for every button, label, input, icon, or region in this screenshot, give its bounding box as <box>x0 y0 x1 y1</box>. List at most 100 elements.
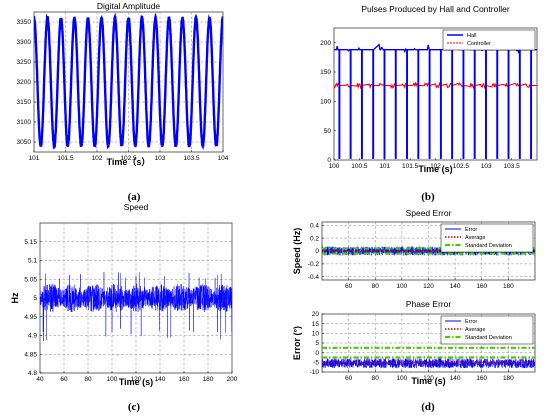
x-tick-label: 103 <box>481 163 492 170</box>
y-tick-label: 20 <box>312 311 320 318</box>
x-tick-label: 80 <box>372 375 380 382</box>
legend: Hall Controller <box>442 29 536 51</box>
x-tick-label: 103.5 <box>183 155 200 162</box>
y-tick-label: 5 <box>33 295 37 302</box>
chart-title: Digital Amplitude <box>97 1 161 11</box>
figure-caption: (b) <box>421 191 435 203</box>
y-tick-label: 5.1 <box>28 258 37 265</box>
x-tick-label: 140 <box>450 283 461 290</box>
y-tick-label: 3150 <box>17 99 32 106</box>
y-tick-label: 50 <box>324 128 332 135</box>
chart-title: Pulses Produced by Hall and Controller <box>361 4 510 14</box>
x-tick-label: 180 <box>503 375 514 382</box>
y-tick-label: 0 <box>315 350 319 357</box>
x-axis-label: Time (s) <box>119 377 153 387</box>
legend-label: Average <box>465 235 485 241</box>
y-tick-label: 4.9 <box>28 333 37 340</box>
y-axis-label: Speed (Hz) <box>292 228 302 275</box>
y-tick-label: 3300 <box>17 39 32 46</box>
series-line <box>40 272 232 342</box>
y-tick-label: 100 <box>320 99 331 106</box>
y-tick-label: 4.8 <box>28 370 37 377</box>
x-tick-label: 100.5 <box>351 163 368 170</box>
legend-label: Error <box>465 227 477 233</box>
y-tick-label: 5 <box>315 340 319 347</box>
x-tick-label: 140 <box>450 375 461 382</box>
y-tick-label: 150 <box>320 69 331 76</box>
y-tick-label: 5.05 <box>24 276 37 283</box>
figure-caption: (d) <box>421 401 435 413</box>
x-tick-label: 60 <box>345 375 353 382</box>
legend-label: Average <box>465 327 485 333</box>
x-axis-label: Time (s) <box>418 164 452 174</box>
figure-caption: (c) <box>128 401 141 413</box>
x-tick-label: 120 <box>131 376 142 383</box>
chart-title: Phase Error <box>406 299 452 309</box>
y-axis-label: Hz <box>10 292 20 303</box>
y-axis-label: Error (°) <box>292 326 302 360</box>
x-tick-label: 101.5 <box>57 155 74 162</box>
x-tick-label: 140 <box>155 376 166 383</box>
figure-caption: (a) <box>128 191 141 203</box>
legend: Error Average Standard Deviation <box>440 223 534 253</box>
y-tick-label: -10 <box>310 369 320 376</box>
x-tick-label: 120 <box>423 283 434 290</box>
x-tick-label: 103 <box>155 155 166 162</box>
legend-label: Controller <box>467 41 491 47</box>
y-tick-label: 10 <box>312 331 320 338</box>
y-tick-label: 3250 <box>17 59 32 66</box>
x-tick-label: 100 <box>396 283 407 290</box>
x-tick-label: 160 <box>476 375 487 382</box>
x-tick-label: 102.5 <box>120 155 137 162</box>
x-tick-label: 200 <box>227 376 238 383</box>
x-tick-label: 160 <box>476 283 487 290</box>
x-tick-label: 160 <box>179 376 190 383</box>
y-tick-label: 15 <box>312 321 320 328</box>
chart-title: Speed Error <box>406 208 452 218</box>
x-tick-label: 102 <box>92 155 103 162</box>
x-tick-label: 101 <box>29 155 40 162</box>
chart-title: Speed <box>124 202 149 212</box>
x-tick-label: 101 <box>379 163 390 170</box>
x-tick-label: 80 <box>84 376 92 383</box>
x-tick-label: 60 <box>60 376 68 383</box>
x-tick-label: 104 <box>218 155 229 162</box>
series-line <box>34 12 223 150</box>
y-tick-label: 4.85 <box>24 351 37 358</box>
x-tick-label: 120 <box>423 375 434 382</box>
x-tick-label: 103.5 <box>503 163 520 170</box>
y-tick-label: 0 <box>327 157 331 164</box>
legend-label: Standard Deviation <box>465 335 512 341</box>
y-tick-label: 0.4 <box>310 222 319 229</box>
y-tick-label: -0.2 <box>308 261 320 268</box>
y-tick-label: 3100 <box>17 119 32 126</box>
x-tick-label: 60 <box>345 283 353 290</box>
x-tick-label: 102 <box>430 163 441 170</box>
y-tick-label: 0.2 <box>310 235 319 242</box>
x-axis-label: Time（s） <box>107 157 151 167</box>
series-controller-line <box>334 81 537 159</box>
x-tick-label: 100 <box>329 163 340 170</box>
x-tick-label: 180 <box>503 283 514 290</box>
legend-label: Error <box>465 319 477 325</box>
y-tick-label: 3350 <box>17 19 32 26</box>
x-tick-label: 102.5 <box>453 163 470 170</box>
y-tick-label: 3200 <box>17 79 32 86</box>
y-tick-label: 0 <box>315 248 319 255</box>
legend-label: Standard Deviation <box>465 243 512 249</box>
y-tick-label: 5.15 <box>24 239 37 246</box>
y-tick-label: -0.4 <box>308 274 320 281</box>
x-tick-label: 100 <box>107 376 118 383</box>
x-tick-label: 40 <box>36 376 44 383</box>
y-tick-label: 3050 <box>17 139 32 146</box>
legend-label: Hall <box>467 33 476 39</box>
y-tick-label: -5 <box>313 360 319 367</box>
y-tick-label: 200 <box>320 40 331 47</box>
x-tick-label: 100 <box>396 375 407 382</box>
legend: Error Average Standard Deviation <box>440 315 534 345</box>
x-tick-label: 180 <box>203 376 214 383</box>
x-tick-label: 101.5 <box>402 163 419 170</box>
x-axis-label: Time (s) <box>411 376 445 386</box>
y-tick-label: 4.95 <box>24 314 37 321</box>
